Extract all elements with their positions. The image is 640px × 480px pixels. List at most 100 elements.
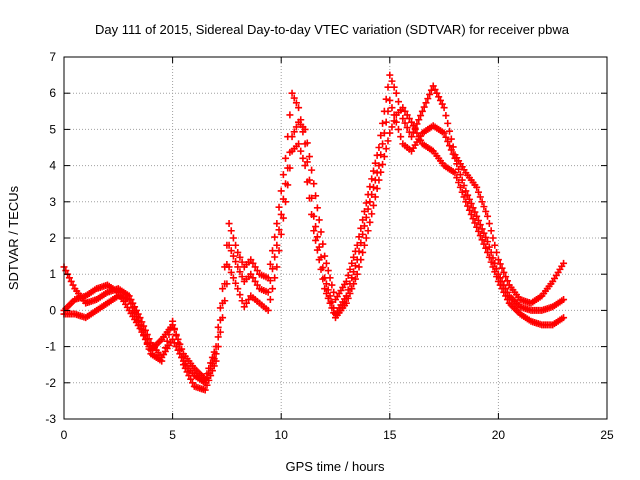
data-point-marker [223,280,231,288]
data-point-marker [305,194,313,202]
data-point-marker [271,253,279,261]
data-point-marker [491,268,499,276]
data-point-marker [205,364,213,372]
x-tick-label: 25 [600,428,614,442]
data-point-marker [388,104,396,112]
data-point-marker [207,372,215,380]
data-point-marker [482,244,490,252]
data-point-marker [426,90,434,98]
data-point-marker [394,98,402,106]
data-point-marker [357,239,365,247]
data-point-marker [471,208,479,216]
data-point-marker [491,241,499,249]
data-point-marker [409,122,417,130]
data-point-marker [487,258,495,266]
data-point-marker [355,233,363,241]
data-point-marker [388,77,396,85]
data-point-marker [560,296,568,304]
data-point-marker [424,95,432,103]
data-point-marker [364,227,372,235]
data-point-marker [282,198,290,206]
data-point-marker [502,292,510,300]
data-point-marker [312,192,320,200]
data-point-marker [141,335,149,343]
data-point-marker [449,150,457,158]
data-point-marker [269,285,277,293]
data-point-marker [350,253,358,261]
data-point-marker [375,176,383,184]
x-tick-label: 10 [275,428,289,442]
y-tick-label: 0 [49,303,56,317]
data-point-marker [444,137,452,145]
data-point-marker [384,107,392,115]
data-point-marker [368,210,376,218]
y-tick-label: -1 [45,340,56,354]
data-point-marker [382,118,390,126]
data-point-marker [415,116,423,124]
data-point-marker [375,162,383,170]
data-point-marker [275,203,283,211]
data-point-marker [181,364,189,372]
x-tick-label: 15 [383,428,397,442]
y-tick-label: 5 [49,122,56,136]
data-point-marker [503,296,511,304]
data-point-marker [344,294,352,302]
data-point-marker [134,317,142,325]
data-point-marker [264,288,272,296]
x-axis-label: GPS time / hours [286,459,385,474]
data-point-marker [482,233,490,241]
data-point-marker [290,128,298,136]
data-point-marker [484,238,492,246]
data-point-marker [388,123,396,131]
data-point-marker [346,290,354,298]
data-point-marker [342,277,350,285]
data-point-marker [422,99,430,107]
data-point-marker [176,346,184,354]
data-point-marker [485,220,493,228]
data-point-marker [446,127,454,135]
data-point-marker [271,274,279,282]
data-point-marker [145,345,153,353]
data-point-marker [476,221,484,229]
data-point-marker [386,96,394,104]
data-point-marker [251,263,259,271]
data-point-marker [321,252,329,260]
data-point-marker [229,234,237,242]
y-tick-label: 6 [49,86,56,100]
data-point-marker [417,136,425,144]
data-point-marker [208,353,216,361]
data-point-marker [355,263,363,271]
data-point-marker [408,118,416,126]
data-point-marker [375,144,383,151]
data-point-marker [284,181,292,189]
data-point-marker [351,275,359,283]
data-point-marker [253,281,261,289]
data-point-marker [474,227,482,235]
data-point-marker [299,154,307,162]
data-point-marker [232,258,240,266]
data-point-marker [203,370,211,378]
data-point-marker [485,253,493,261]
y-tick-label: 4 [49,159,56,173]
data-point-marker [370,183,378,191]
data-point-marker [178,353,186,361]
data-point-marker [382,95,390,103]
data-point-marker [379,160,387,168]
data-point-marker [460,193,468,201]
data-point-marker [279,171,287,179]
data-point-marker [464,191,472,199]
data-point-marker [253,267,261,275]
data-point-marker [386,71,394,79]
data-point-marker [158,357,166,365]
data-point-marker [560,259,568,267]
data-point-marker [384,137,392,145]
data-point-marker [359,248,367,256]
data-point-marker [429,82,437,90]
data-point-marker [232,279,240,287]
data-point-marker [238,297,246,305]
data-point-marker [442,133,450,141]
data-point-marker [357,224,365,232]
data-point-marker [212,357,220,365]
data-point-marker [473,183,481,191]
data-point-marker [328,281,336,289]
